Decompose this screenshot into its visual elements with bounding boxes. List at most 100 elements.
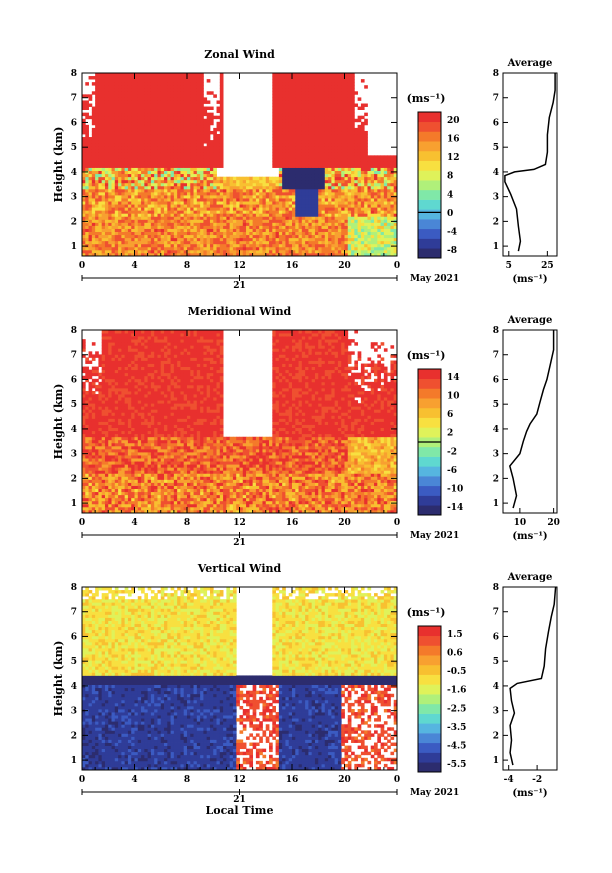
- heatmap-cell: [167, 118, 171, 123]
- heatmap-cell: [141, 134, 145, 138]
- heatmap-cell: [134, 231, 139, 236]
- heatmap-cell: [95, 213, 99, 217]
- heatmap-cell: [98, 182, 103, 187]
- heatmap-cell: [114, 176, 119, 181]
- heatmap-cell: [393, 198, 398, 202]
- heatmap-cell: [91, 134, 96, 138]
- heatmap-cell: [341, 225, 345, 229]
- heatmap-cell: [82, 494, 86, 499]
- heatmap-cell: [213, 134, 217, 138]
- heatmap-cell: [111, 185, 116, 190]
- heatmap-cell: [387, 222, 391, 226]
- heatmap-cell: [203, 121, 208, 126]
- heatmap-cell: [82, 488, 86, 493]
- heatmap-cell: [183, 231, 188, 236]
- heatmap-cell: [239, 234, 244, 239]
- heatmap-cell: [85, 167, 89, 171]
- heatmap-cell: [108, 170, 112, 175]
- heatmap-cell: [144, 182, 149, 187]
- heatmap-cell: [121, 100, 126, 104]
- heatmap-cell: [131, 179, 135, 184]
- heatmap-cell: [124, 204, 129, 208]
- heatmap-cell: [324, 91, 329, 95]
- heatmap-cell: [144, 234, 149, 239]
- heatmap-cell: [272, 164, 276, 168]
- heatmap-cell: [118, 100, 122, 104]
- heatmap-cell: [278, 167, 283, 171]
- heatmap-cell: [370, 170, 375, 175]
- heatmap-cell: [272, 176, 276, 181]
- heatmap-cell: [324, 134, 329, 138]
- heatmap-cell: [311, 164, 316, 168]
- heatmap-cell: [390, 201, 395, 205]
- heatmap-cell: [157, 170, 162, 175]
- heatmap-cell: [236, 234, 240, 239]
- heatmap-cell: [183, 243, 188, 248]
- heatmap-cell: [190, 127, 194, 132]
- heatmap-cell: [351, 207, 355, 211]
- heatmap-cell: [127, 191, 132, 196]
- heatmap-cell: [354, 167, 359, 171]
- heatmap-cell: [167, 149, 171, 153]
- heatmap-cell: [278, 237, 283, 242]
- heatmap-cell: [246, 176, 250, 181]
- heatmap-cell: [219, 91, 224, 95]
- heatmap-cell: [183, 130, 188, 135]
- heatmap-cell: [137, 158, 142, 162]
- heatmap-cell: [111, 228, 116, 232]
- heatmap-cell: [173, 225, 178, 229]
- heatmap-cell: [295, 231, 299, 236]
- heatmap-cell: [377, 161, 381, 165]
- heatmap-cell: [196, 198, 201, 202]
- heatmap-cell: [324, 182, 329, 187]
- heatmap-cell: [167, 191, 171, 196]
- heatmap-cell: [328, 173, 332, 178]
- heatmap-cell: [180, 207, 185, 211]
- heatmap-cell: [347, 176, 352, 181]
- heatmap-cell: [331, 112, 336, 117]
- heatmap-cell: [95, 103, 99, 107]
- heatmap-cell: [95, 88, 99, 92]
- heatmap-cell: [88, 137, 93, 141]
- heatmap-cell: [367, 185, 372, 190]
- heatmap-cell: [108, 124, 112, 129]
- heatmap-cell: [213, 185, 217, 190]
- heatmap-cell: [341, 137, 345, 141]
- heatmap-cell: [177, 185, 181, 190]
- heatmap-cell: [278, 222, 283, 226]
- heatmap-cell: [285, 118, 290, 123]
- heatmap-cell: [305, 115, 309, 120]
- heatmap-cell: [121, 231, 126, 236]
- heatmap-cell: [301, 195, 306, 199]
- heatmap-cell: [144, 91, 149, 95]
- heatmap-cell: [141, 246, 145, 251]
- heatmap-cell: [265, 225, 270, 229]
- heatmap-cell: [147, 158, 152, 162]
- heatmap-cell: [337, 185, 342, 190]
- heatmap-cell: [311, 130, 316, 135]
- heatmap-cell: [301, 191, 306, 196]
- heatmap-cell: [308, 176, 313, 181]
- heatmap-cell: [183, 210, 188, 214]
- heatmap-cell: [285, 252, 290, 257]
- heatmap-cell: [255, 225, 260, 229]
- heatmap-cell: [127, 82, 132, 86]
- heatmap-cell: [187, 201, 191, 205]
- heatmap-cell: [196, 188, 201, 193]
- heatmap-cell: [167, 79, 171, 83]
- heatmap-cell: [216, 243, 221, 248]
- heatmap-cell: [383, 185, 388, 190]
- heatmap-cell: [272, 103, 276, 107]
- heatmap-cell: [370, 231, 375, 236]
- heatmap-cell: [324, 222, 329, 226]
- heatmap-cell: [216, 134, 221, 138]
- heatmap-cell: [190, 243, 194, 248]
- heatmap-cell: [91, 164, 96, 168]
- heatmap-cell: [288, 103, 293, 107]
- heatmap-cell: [321, 225, 326, 229]
- heatmap-cell: [114, 173, 119, 178]
- heatmap-cell: [347, 130, 352, 135]
- heatmap-cell: [331, 222, 336, 226]
- heatmap-cell: [314, 91, 319, 95]
- heatmap-cell: [187, 210, 191, 214]
